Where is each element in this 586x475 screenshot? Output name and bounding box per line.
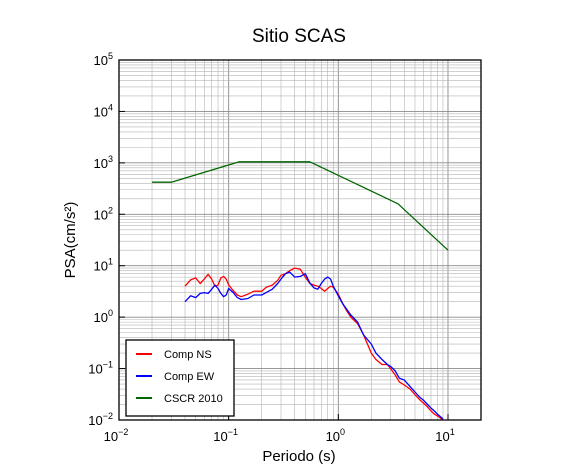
x-tick-label: 101 [435,427,454,444]
grid [118,59,482,421]
plot-frame [118,59,482,421]
y-tick-label: 103 [94,154,113,171]
x-axis-label: Periodo (s) [262,448,335,465]
legend-label: Comp NS [164,349,212,361]
y-tick-label: 10−2 [88,411,113,428]
x-tick-label: 10−2 [104,427,129,444]
y-axis-label: PSA(cm/s²) [62,202,79,279]
x-tick-label: 100 [326,427,345,444]
series-line [152,161,449,251]
legend-label: CSCR 2010 [164,393,223,405]
y-tick-label: 100 [94,308,113,325]
legend-label: Comp EW [164,371,215,383]
x-tick-label: 10−1 [213,427,238,444]
chart-title: Sitio SCAS [252,26,346,47]
axis-ticks: 10−2 10−1 100 101 10−2 10−1 100 101 102 103 104 105 [88,51,454,444]
y-tick-label: 101 [94,257,113,274]
y-tick-label: 10−1 [88,360,113,377]
y-tick-label: 104 [94,102,113,119]
series-line [184,271,444,420]
y-tick-label: 105 [94,51,113,68]
series-lines [152,161,449,421]
legend: Comp NS Comp EW CSCR 2010 [125,339,235,417]
y-tick-label: 102 [94,205,113,222]
series-line [184,267,444,421]
legend-box [125,339,235,417]
